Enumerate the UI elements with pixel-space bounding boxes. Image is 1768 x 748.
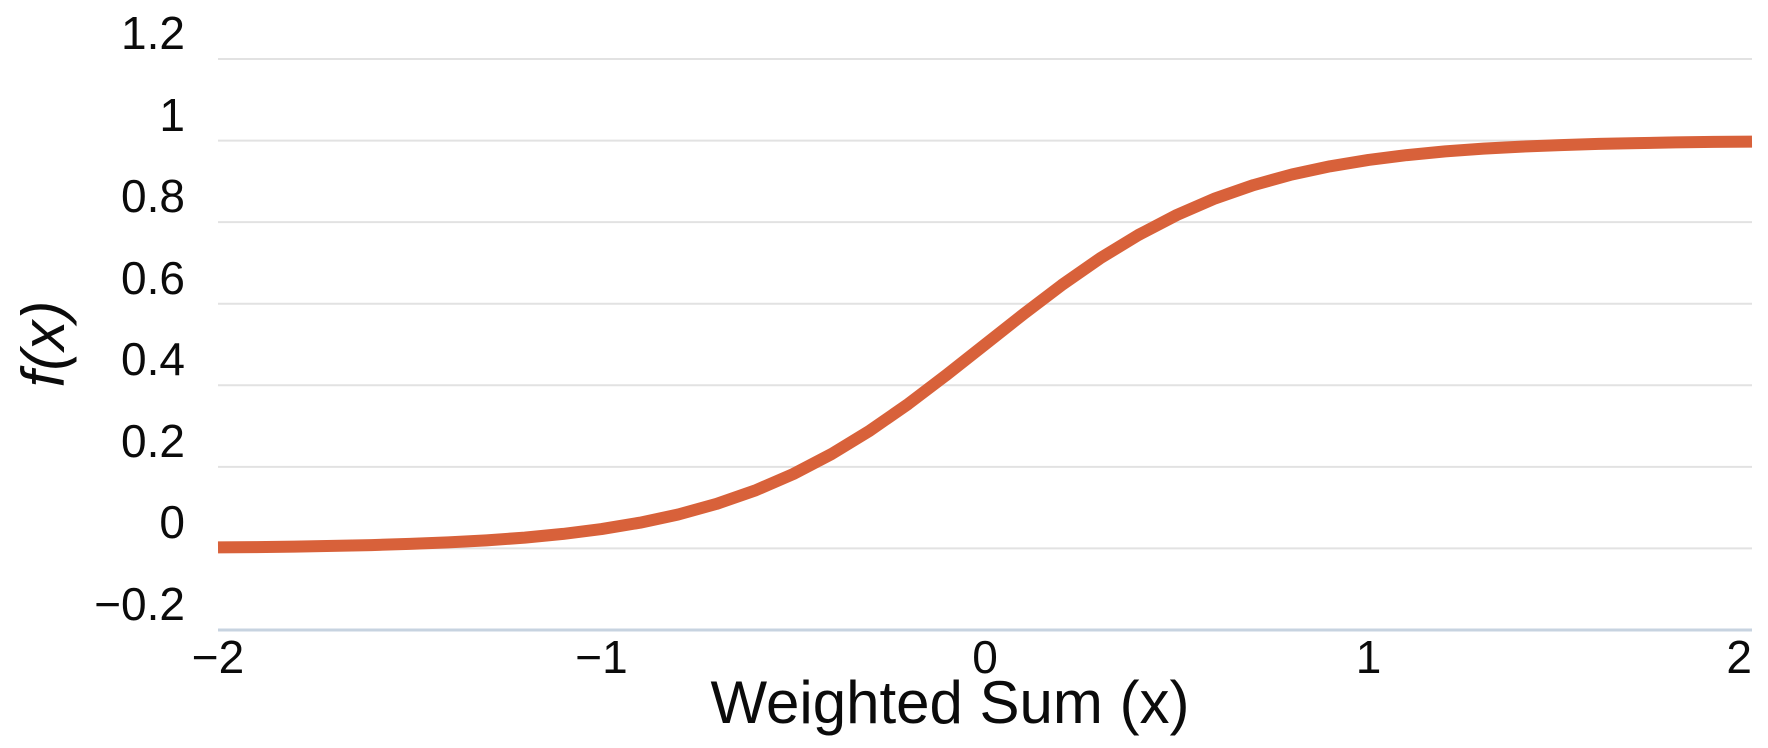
x-tick-label: 0 [972,631,998,683]
y-tick-label: 0 [159,496,185,549]
y-tick-label: 1.2 [121,7,185,59]
sigmoid-curve [217,135,1753,554]
x-tick-label: −1 [575,631,628,683]
y-tick-label: 0.6 [121,251,185,304]
y-axis-title: f(x) [10,300,77,388]
y-tick-label: 1 [159,88,185,141]
x-tick-label: −2 [191,631,245,683]
x-tick-label: 1 [1355,631,1382,683]
x-axis-title: Weighted Sum (x) [710,669,1190,736]
y-tick-label: 0.4 [121,333,185,386]
x-tick-label: 2 [1726,631,1752,683]
y-tick-label: 0.8 [121,170,185,223]
y-tick-label: −0.2 [94,578,185,630]
y-tick-label: 0.2 [121,414,185,467]
